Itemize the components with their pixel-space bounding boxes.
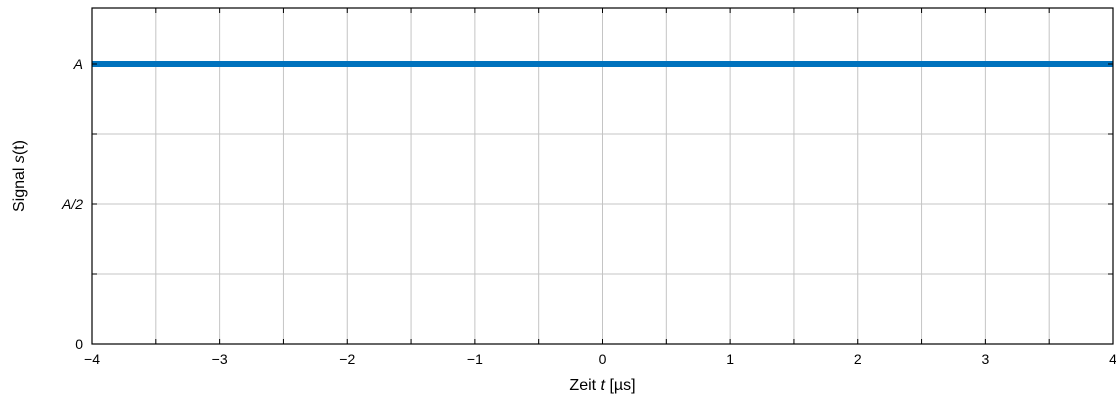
grid-layer: [91, 8, 1114, 345]
x-tick-label: −1: [467, 351, 483, 367]
y-tick-label: A: [73, 56, 83, 72]
x-tick-label: −4: [84, 351, 100, 367]
x-tick-label: 3: [981, 351, 989, 367]
x-tick-label: 2: [854, 351, 862, 367]
x-tick-label: 1: [726, 351, 734, 367]
y-axis-label-var: s: [11, 155, 28, 163]
x-axis-label: Zeit t [µs]: [569, 377, 635, 394]
x-axis-label-prefix: Zeit: [569, 377, 600, 394]
y-tick-label: 0: [75, 336, 83, 352]
y-axis-label-prefix: Signal: [11, 163, 28, 212]
x-tick-label: 4: [1109, 351, 1116, 367]
x-tick-label: −3: [212, 351, 228, 367]
y-axis-label-suffix: (t): [11, 140, 28, 155]
x-tick-label: −2: [339, 351, 355, 367]
tick-layer: [91, 8, 1114, 345]
x-axis-label-suffix: [µs]: [605, 377, 636, 394]
y-axis-label: Signal s(t): [11, 140, 28, 212]
x-axis-label-var: t: [601, 377, 606, 394]
y-tick-label: A/2: [61, 196, 83, 212]
label-layer: −4 −3 −2 −1 0 1 2 3 4 0 A/2 A: [61, 56, 1116, 367]
x-tick-label: 0: [599, 351, 607, 367]
